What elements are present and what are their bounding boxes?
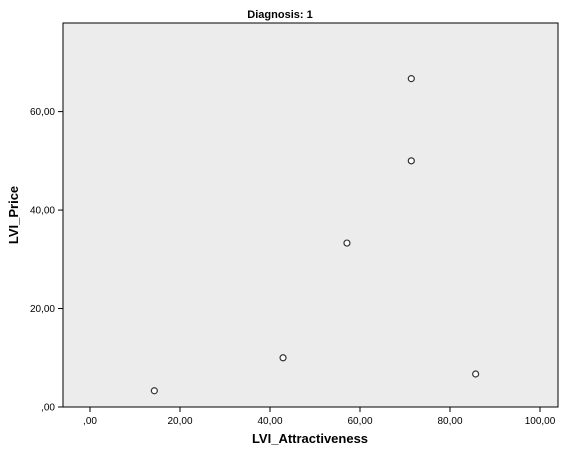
scatter-point — [279, 354, 287, 362]
plot-area — [62, 22, 559, 408]
x-axis-label: LVI_Attractiveness — [252, 431, 368, 446]
y-tick-label: 20,00 — [30, 304, 55, 315]
y-axis-ticks: ,00 20,00 40,00 60,00 — [30, 107, 63, 414]
x-tick-label: 20,00 — [167, 416, 192, 427]
x-tick-label: ,00 — [83, 416, 97, 427]
y-tick-label: ,00 — [41, 403, 55, 414]
x-tick-label: 40,00 — [257, 416, 282, 427]
y-axis-label: LVI_Price — [6, 186, 21, 244]
scatter-point — [472, 370, 480, 378]
y-tick-label: 60,00 — [30, 107, 55, 118]
x-axis-ticks: ,00 20,00 40,00 60,00 80,00 100,00 — [83, 407, 556, 427]
data-points — [150, 75, 480, 395]
scatter-point — [407, 75, 415, 83]
scatter-point — [407, 157, 415, 165]
x-tick-label: 80,00 — [437, 416, 462, 427]
scatter-point — [150, 387, 158, 395]
x-tick-label: 100,00 — [525, 416, 556, 427]
x-tick-label: 60,00 — [347, 416, 372, 427]
chart-title: Diagnosis: 1 — [247, 9, 312, 21]
y-tick-label: 40,00 — [30, 206, 55, 217]
scatter-point — [343, 239, 351, 247]
